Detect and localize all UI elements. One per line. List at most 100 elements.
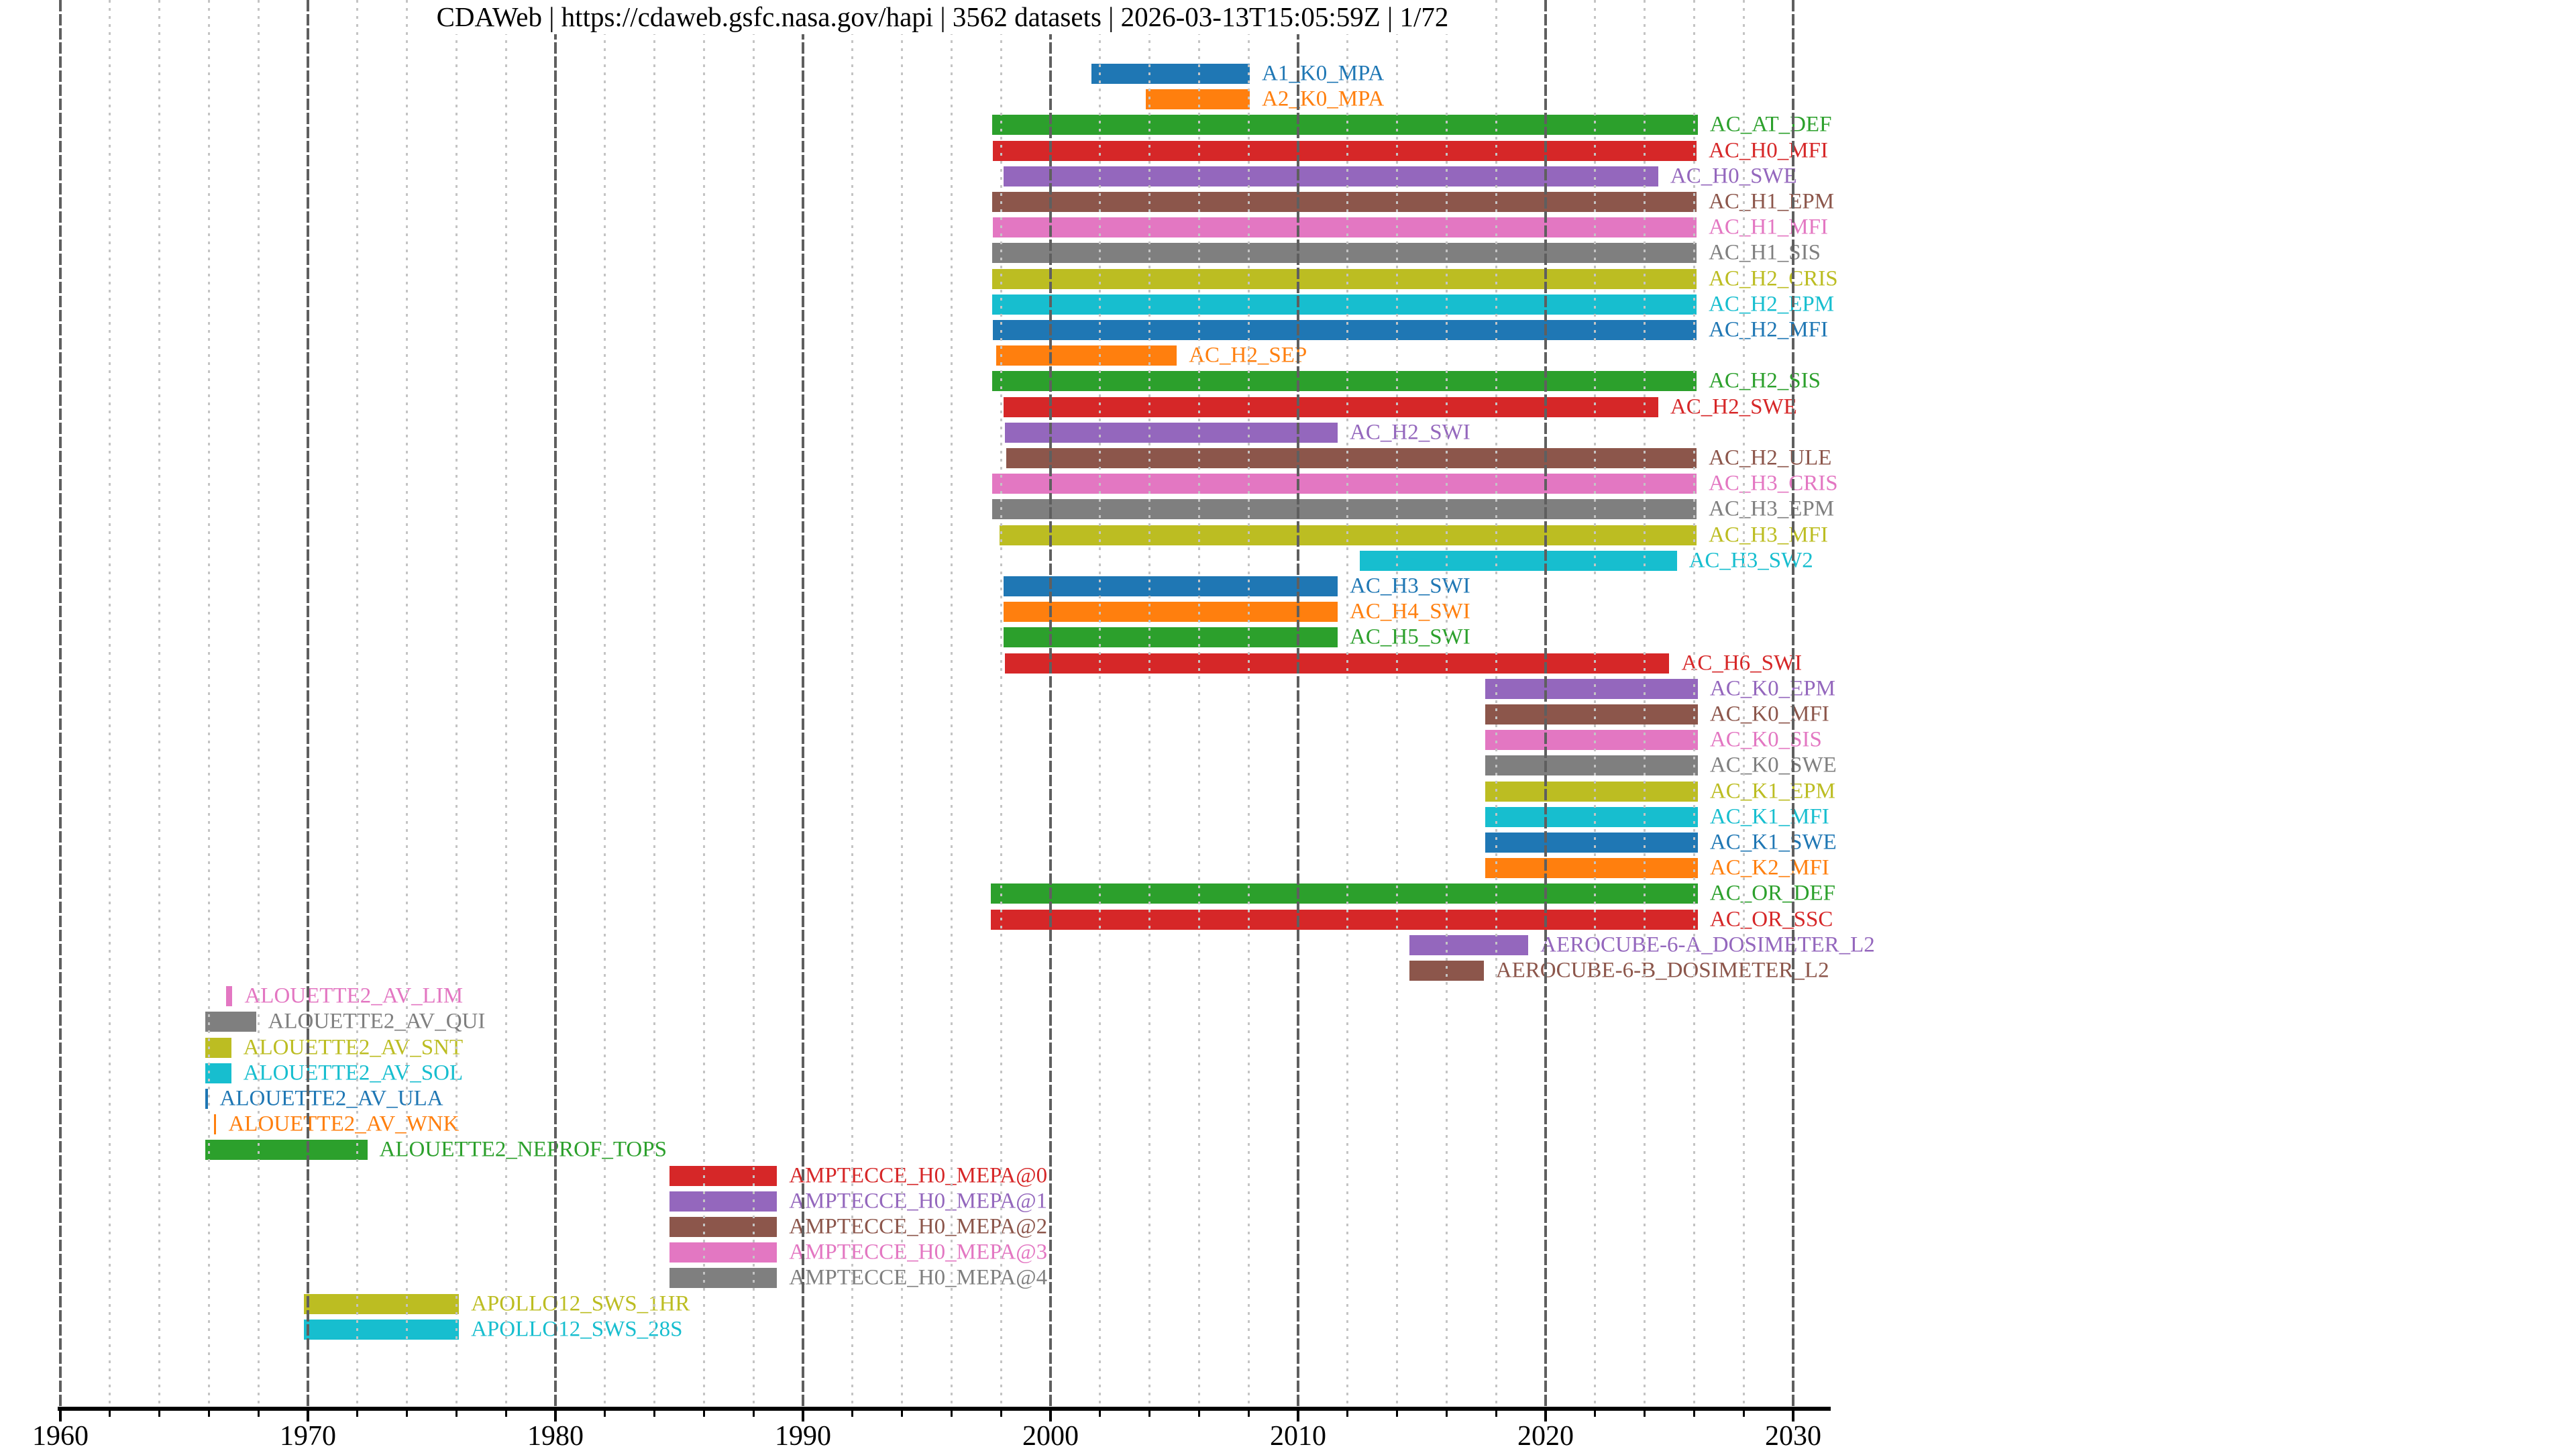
dataset-label: AC_OR_SSC	[1709, 907, 1833, 932]
dataset-label: AC_K1_EPM	[1709, 779, 1835, 804]
dataset-label: AC_K2_MFI	[1709, 855, 1829, 880]
timeline-bar	[992, 192, 1697, 212]
axis-minor-tick	[207, 1411, 210, 1417]
axis-minor-tick	[901, 1411, 904, 1417]
timeline-bar	[992, 499, 1697, 520]
gridline-major	[1544, 0, 1547, 1407]
timeline-bar	[1004, 422, 1338, 443]
dataset-label: AC_K0_MFI	[1709, 702, 1829, 727]
gridline-minor	[1644, 0, 1646, 1407]
dataset-label: AC_H2_MFI	[1709, 317, 1828, 342]
axis-minor-tick	[356, 1411, 359, 1417]
dataset-label: AC_H3_SWI	[1350, 574, 1470, 598]
timeline-bar	[993, 217, 1697, 238]
gridline-minor	[702, 0, 705, 1407]
timeline-bar	[213, 1114, 217, 1135]
axis-minor-tick	[455, 1411, 458, 1417]
gridline-minor	[901, 0, 904, 1407]
gridline-minor	[851, 0, 854, 1407]
dataset-label: AC_H1_EPM	[1709, 189, 1835, 214]
gridline-minor	[1346, 0, 1349, 1407]
gridline-minor	[604, 0, 606, 1407]
axis-tick-label: 1980	[527, 1421, 584, 1449]
timeline-bar	[1003, 602, 1338, 623]
axis-minor-tick	[1594, 1411, 1597, 1417]
dataset-label: AC_H2_SWE	[1670, 394, 1797, 419]
axis-minor-tick	[1693, 1411, 1695, 1417]
timeline-bar	[1006, 448, 1697, 468]
timeline-bar	[992, 243, 1697, 264]
axis-major-tick	[1297, 1411, 1299, 1421]
timeline-bar	[992, 474, 1697, 494]
timeline-bar	[1485, 730, 1698, 751]
timeline-bar	[1485, 755, 1698, 776]
axis-major-tick	[307, 1411, 309, 1421]
gridline-minor	[1148, 0, 1151, 1407]
axis-major-tick	[1049, 1411, 1052, 1421]
gridline-major	[802, 0, 804, 1407]
dataset-label: AC_OR_DEF	[1709, 881, 1835, 906]
timeline-bar	[992, 371, 1697, 392]
dataset-label: AC_H2_ULE	[1709, 445, 1832, 470]
timeline-bar	[993, 140, 1697, 161]
timeline-bar	[205, 1140, 368, 1161]
timeline-bar	[1485, 781, 1698, 802]
dataset-label: AC_H1_MFI	[1709, 215, 1828, 239]
axis-minor-tick	[158, 1411, 161, 1417]
dataset-label: ALOUETTE2_AV_QUI	[268, 1009, 486, 1034]
axis-tick-label: 2020	[1517, 1421, 1574, 1449]
axis-minor-tick	[1495, 1411, 1497, 1417]
gridline-minor	[257, 0, 260, 1407]
axis-minor-tick	[109, 1411, 111, 1417]
gridline-minor	[1396, 0, 1399, 1407]
gridline-minor	[752, 0, 755, 1407]
timeline-bar	[1003, 396, 1658, 417]
dataset-label: ALOUETTE2_AV_WNK	[228, 1112, 460, 1136]
gridline-minor	[1495, 0, 1497, 1407]
dataset-label: ALOUETTE2_AV_SNT	[243, 1035, 464, 1060]
axis-tick-label: 1960	[32, 1421, 89, 1449]
dataset-label: APOLLO12_SWS_1HR	[471, 1291, 690, 1316]
timeline-bar	[993, 320, 1697, 340]
gridline-minor	[1099, 0, 1102, 1407]
dataset-label: ALOUETTE2_AV_LIM	[244, 983, 464, 1008]
dataset-label: AC_H6_SWI	[1681, 651, 1803, 676]
gridline-major	[1049, 0, 1052, 1407]
dataset-label: AC_H3_MFI	[1709, 523, 1828, 547]
gridline-minor	[158, 0, 161, 1407]
axis-minor-tick	[1742, 1411, 1745, 1417]
axis-minor-tick	[1197, 1411, 1200, 1417]
gridline-minor	[1197, 0, 1200, 1407]
axis-minor-tick	[1445, 1411, 1448, 1417]
dataset-label: AC_H2_EPM	[1709, 292, 1835, 317]
gridline-minor	[1594, 0, 1597, 1407]
gridline-major	[1297, 0, 1299, 1407]
axis-minor-tick	[1346, 1411, 1349, 1417]
timeline-bar	[1485, 678, 1698, 699]
timeline-bar	[1485, 833, 1698, 853]
timeline-bar	[1485, 806, 1698, 827]
timeline-bar	[1003, 576, 1338, 596]
timeline-bar	[205, 1012, 256, 1032]
dataset-label: AC_H2_CRIS	[1709, 266, 1838, 291]
dataset-label: AC_K0_EPM	[1709, 676, 1835, 701]
timeline-bar	[669, 1268, 777, 1289]
axis-minor-tick	[1396, 1411, 1399, 1417]
timeline-bar	[992, 294, 1697, 315]
timeline-bar	[1004, 653, 1670, 674]
gridline-minor	[1742, 0, 1745, 1407]
gridline-minor	[406, 0, 409, 1407]
axis-minor-tick	[1148, 1411, 1151, 1417]
timeline-bar	[1485, 704, 1698, 724]
dataset-label: ALOUETTE2_NEPROF_TOPS	[379, 1137, 667, 1162]
axis-tick-label: 1970	[280, 1421, 336, 1449]
timeline-bar	[991, 883, 1698, 904]
dataset-label: AMPTECCE_H0_MEPA@1	[789, 1189, 1048, 1214]
timeline-bar	[669, 1191, 777, 1212]
dataset-label: ALOUETTE2_AV_ULA	[219, 1086, 443, 1111]
timeline-bar	[992, 268, 1697, 289]
axis-tick-label: 1990	[775, 1421, 831, 1449]
dataset-label: AC_AT_DEF	[1709, 112, 1832, 137]
